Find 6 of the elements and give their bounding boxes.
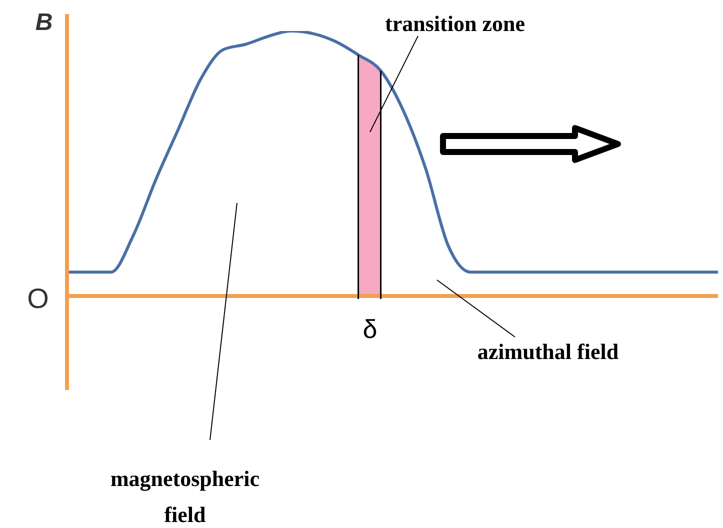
text: azimuthal field	[477, 339, 619, 364]
text: O	[27, 283, 49, 314]
annotation: transition zone	[385, 11, 526, 36]
text: magnetospheric field	[110, 466, 260, 527]
y-axis-title: B	[35, 9, 53, 36]
text: δ	[362, 314, 378, 344]
